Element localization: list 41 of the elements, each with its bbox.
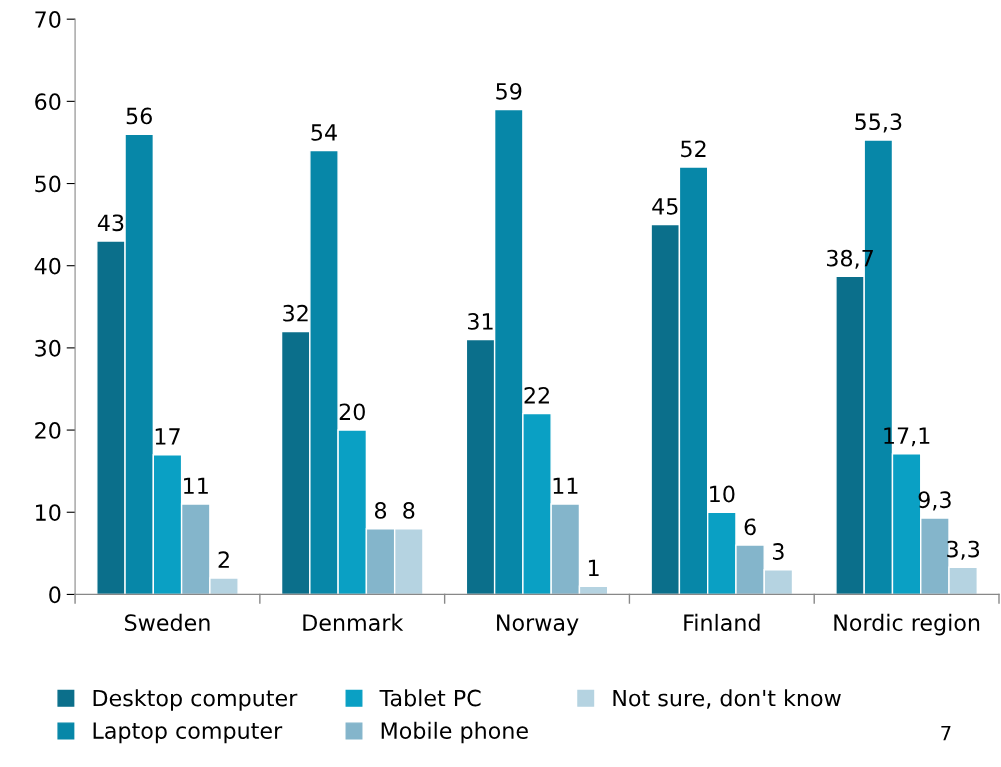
data-label: 6 — [744, 518, 756, 536]
data-label: 1 — [588, 559, 599, 577]
data-label: 55,3 — [855, 113, 902, 133]
y-tick-label: 70 — [35, 11, 61, 28]
legend-label: Desktop computer — [93, 689, 298, 711]
y-tick-label: 50 — [35, 175, 61, 193]
legend-label: Not sure, don't know — [613, 689, 841, 709]
data-label: 59 — [496, 82, 522, 100]
text: 7 — [941, 725, 951, 741]
data-label: 11 — [553, 477, 578, 494]
data-label: 8 — [374, 502, 387, 519]
data-label: 20 — [339, 403, 365, 421]
y-tick-label: 40 — [34, 257, 61, 275]
y-tick-label: 0 — [49, 586, 61, 604]
legend-label: Tablet PC — [379, 689, 481, 707]
data-label: 11 — [184, 477, 208, 494]
data-label: 10 — [710, 485, 735, 503]
legend-label: Laptop computer — [93, 722, 283, 744]
data-label: 56 — [126, 107, 152, 125]
data-label: 2 — [218, 551, 229, 568]
data-label: 52 — [681, 140, 706, 158]
y-tick-label: 20 — [35, 422, 61, 439]
x-tick-label: Sweden — [125, 613, 210, 632]
data-label: 45 — [652, 198, 678, 215]
x-tick-label: Denmark — [303, 613, 404, 632]
data-label: 3,3 — [947, 540, 980, 560]
data-label: 43 — [97, 214, 124, 232]
data-label: 54 — [311, 124, 337, 141]
y-tick-label: 10 — [36, 504, 61, 522]
x-tick-label: Nordic region — [834, 613, 980, 636]
x-tick-label: Norway — [497, 614, 579, 636]
data-label: 22 — [524, 386, 549, 404]
data-label: 8 — [403, 502, 415, 519]
y-tick-label: 30 — [35, 339, 61, 357]
data-label: 31 — [468, 313, 493, 330]
x-tick-label: Finland — [684, 613, 760, 632]
y-tick-label: 60 — [35, 93, 61, 111]
legend-label: Mobile phone — [381, 721, 528, 744]
data-label: 17 — [155, 428, 180, 445]
data-label: 32 — [283, 304, 308, 322]
data-label: 3 — [772, 543, 784, 560]
